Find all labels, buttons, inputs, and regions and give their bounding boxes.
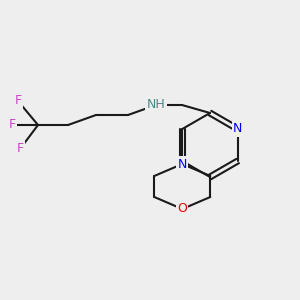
Text: F: F (14, 94, 22, 107)
Text: N: N (233, 122, 242, 136)
Text: NH: NH (147, 98, 165, 112)
Text: N: N (178, 158, 187, 170)
Text: F: F (8, 118, 16, 131)
Text: O: O (177, 202, 187, 215)
Text: F: F (16, 142, 24, 155)
